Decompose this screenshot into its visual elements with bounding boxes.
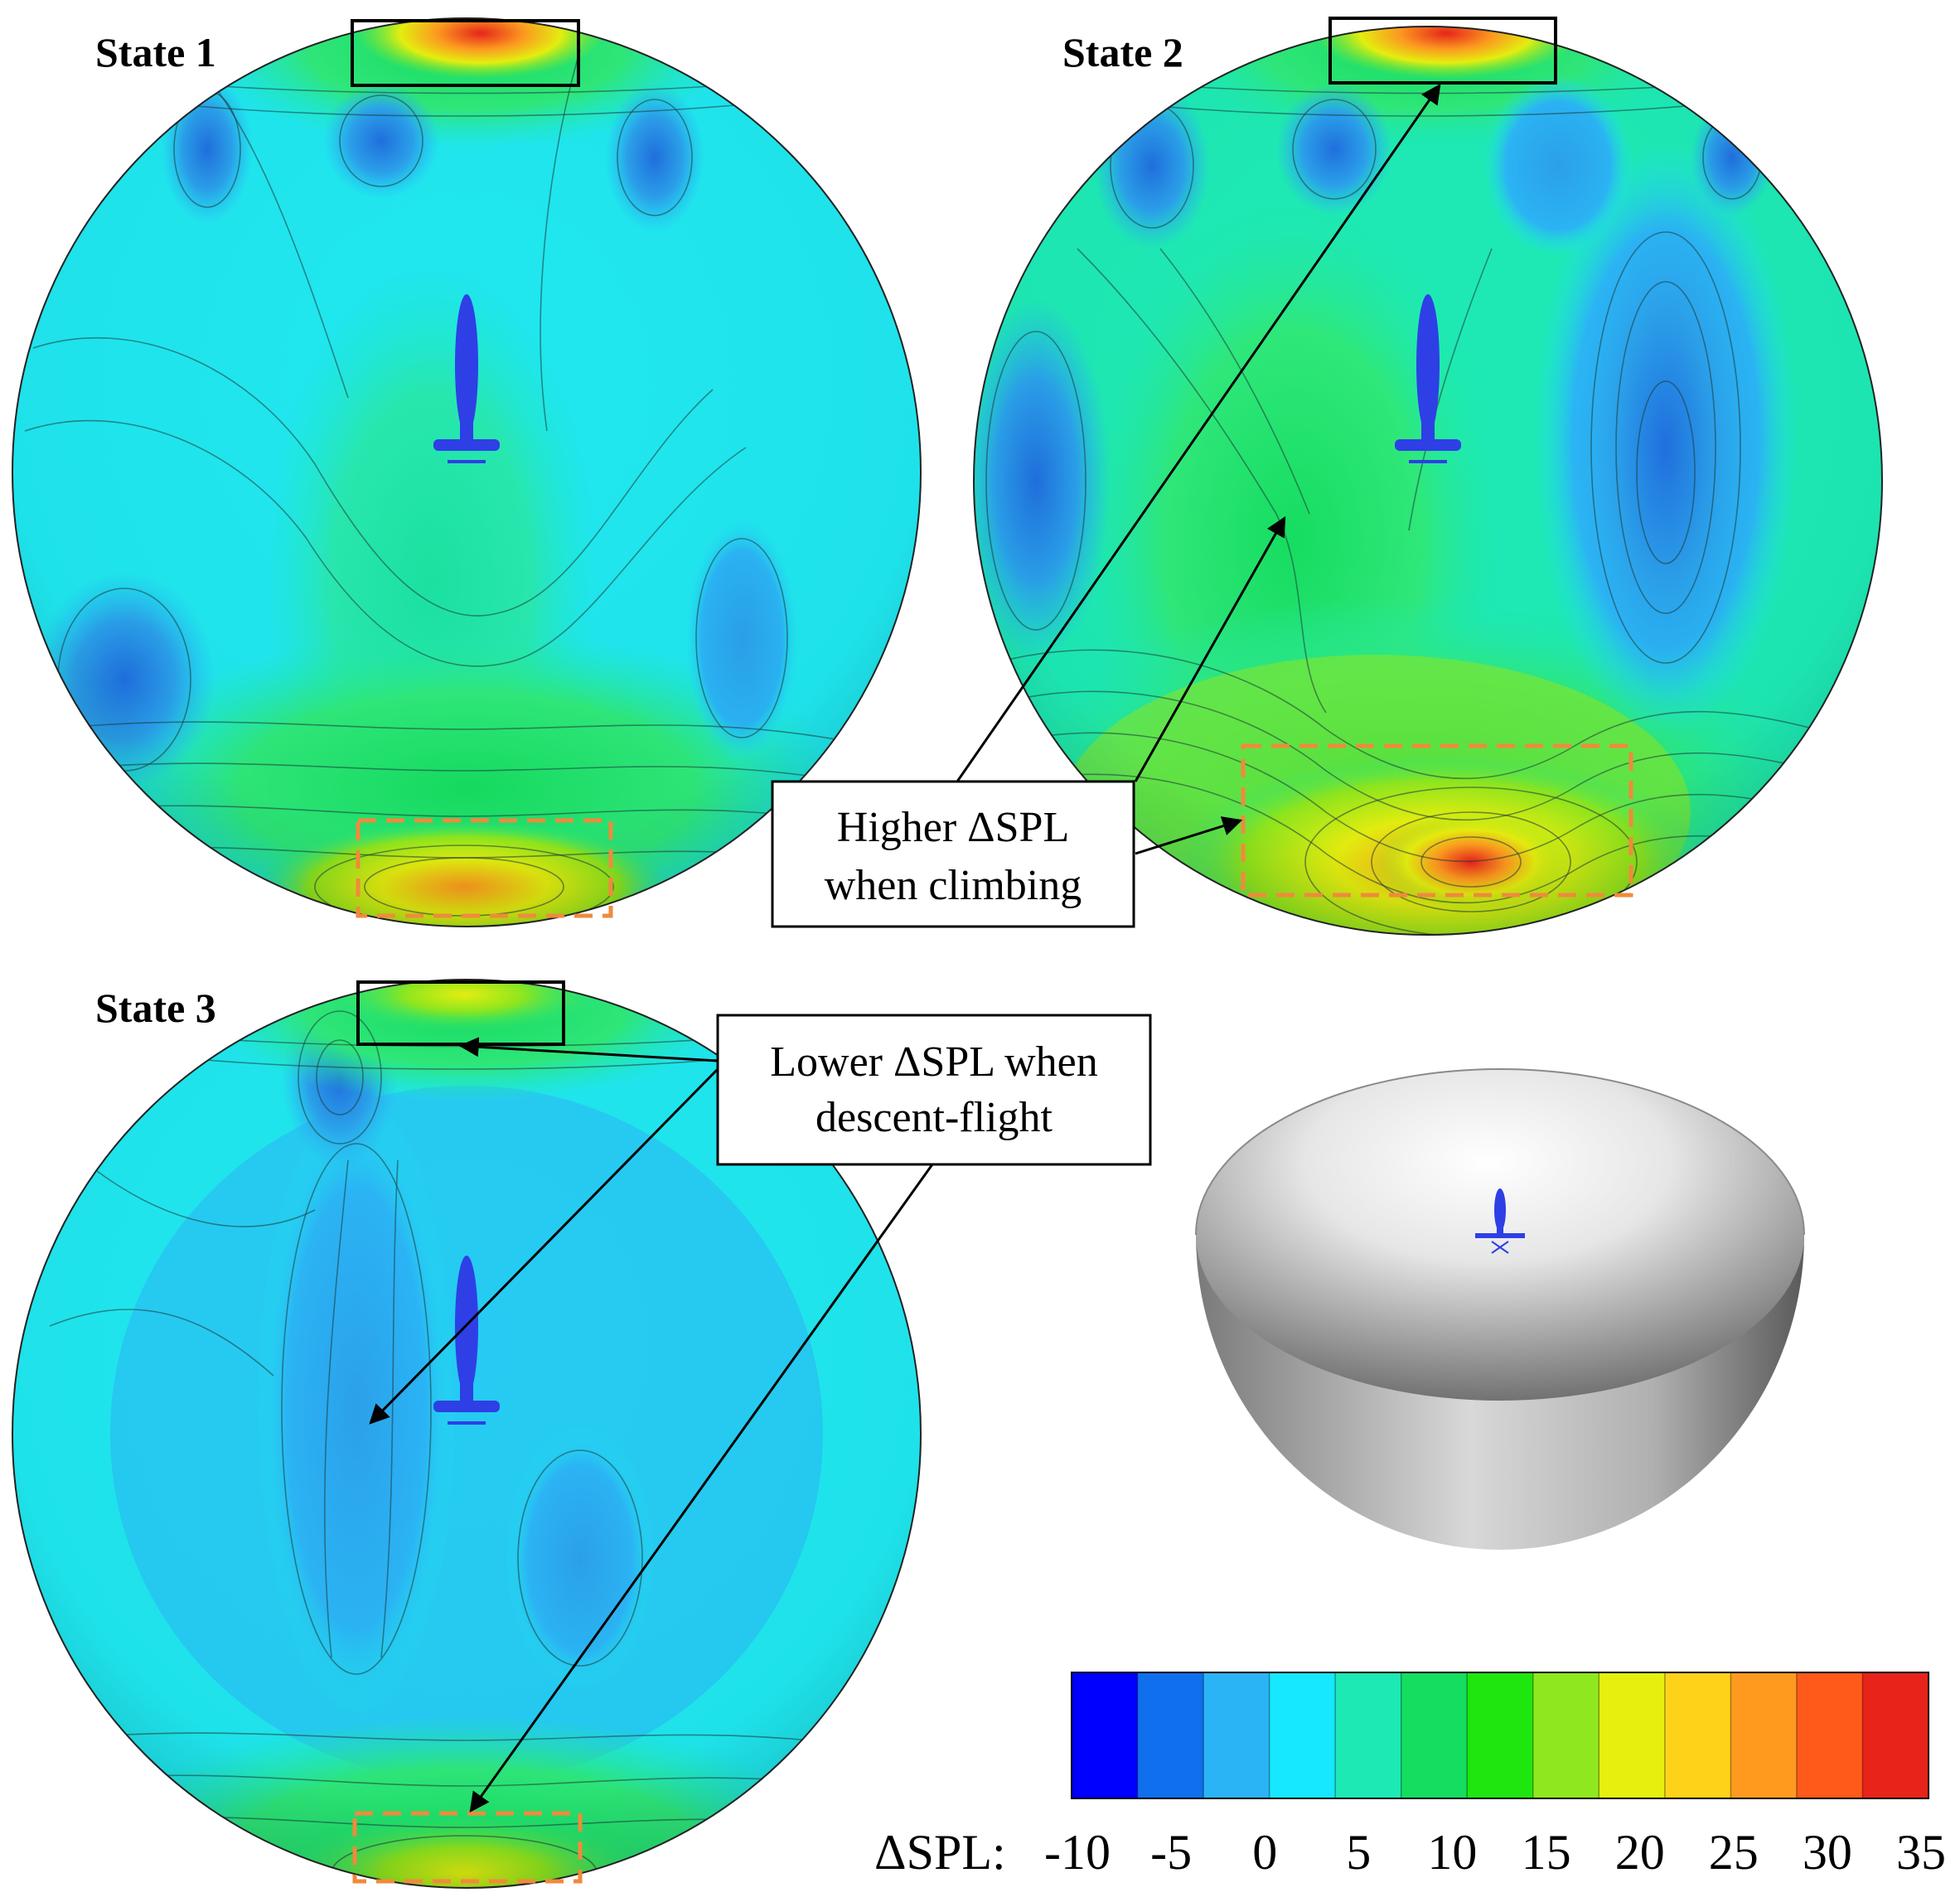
colorbar-tick-label: 20 bbox=[1615, 1825, 1665, 1880]
colorbar-bands bbox=[1072, 1672, 1929, 1798]
state3-panel: State 3 bbox=[12, 979, 922, 1889]
descent-note-line1: Lower ΔSPL when bbox=[770, 1038, 1097, 1086]
colorbar-band bbox=[1335, 1672, 1402, 1798]
state3-bottom-highlight-box bbox=[352, 1811, 583, 1884]
climbing-note-box bbox=[771, 780, 1135, 928]
state2-bottom-highlight-box bbox=[1241, 743, 1633, 898]
climbing-arrow-top-box bbox=[956, 84, 1441, 782]
climbing-arrow-bottom-box bbox=[1135, 816, 1243, 855]
state1-label: State 1 bbox=[95, 29, 216, 75]
descent-arrow-blue-region bbox=[369, 1067, 719, 1425]
descent-arrow-bottom-box bbox=[469, 1164, 934, 1812]
state1-top-highlight-box bbox=[351, 19, 580, 87]
state2-label: State 2 bbox=[1062, 29, 1183, 75]
colorbar: ΔSPL: -10 -5 0 5 10 15 20 25 30 35 bbox=[874, 1672, 1946, 1880]
colorbar-band bbox=[1072, 1672, 1139, 1798]
colorbar-tick-label: 0 bbox=[1252, 1825, 1277, 1880]
colorbar-label: ΔSPL: bbox=[874, 1825, 1006, 1880]
state2-contour-map bbox=[974, 27, 1882, 935]
hemisphere-schematic bbox=[1195, 1068, 1805, 1550]
climbing-arrow-upper-green bbox=[1134, 515, 1286, 782]
colorbar-tick-label: 5 bbox=[1346, 1825, 1371, 1880]
state3-contour-map bbox=[12, 980, 921, 1888]
colorbar-tick-label: -5 bbox=[1150, 1825, 1192, 1880]
colorbar-band bbox=[1599, 1672, 1666, 1798]
colorbar-band bbox=[1664, 1672, 1731, 1798]
colorbar-band bbox=[1796, 1672, 1864, 1798]
colorbar-band bbox=[1730, 1672, 1798, 1798]
colorbar-tick-label: 25 bbox=[1709, 1825, 1759, 1880]
state2-panel: State 2 bbox=[973, 17, 1883, 936]
colorbar-band bbox=[1137, 1672, 1204, 1798]
state2-top-highlight-box bbox=[1328, 17, 1557, 85]
colorbar-tick-label: 10 bbox=[1427, 1825, 1477, 1880]
colorbar-band bbox=[1532, 1672, 1599, 1798]
descent-arrow-top-box bbox=[458, 1037, 719, 1062]
state1-contour-map bbox=[12, 18, 921, 927]
state1-aircraft-icon bbox=[433, 294, 500, 463]
colorbar-band bbox=[1269, 1672, 1336, 1798]
climbing-note-line1: Higher ΔSPL bbox=[837, 804, 1069, 851]
state2-aircraft-icon bbox=[1395, 294, 1461, 463]
descent-note-box bbox=[716, 1014, 1152, 1166]
hemisphere-aircraft-icon bbox=[1475, 1188, 1525, 1254]
colorbar-tick-label: 35 bbox=[1896, 1825, 1946, 1880]
state1-bottom-highlight-box bbox=[356, 818, 613, 918]
colorbar-ticks: -10 -5 0 5 10 15 20 25 30 35 bbox=[1044, 1825, 1946, 1880]
climbing-note-line2: when climbing bbox=[825, 862, 1082, 909]
state1-panel: State 1 bbox=[12, 17, 922, 927]
climbing-annotation: Higher ΔSPL when climbing bbox=[771, 84, 1441, 928]
colorbar-band bbox=[1401, 1672, 1468, 1798]
colorbar-band bbox=[1467, 1672, 1534, 1798]
colorbar-tick-label: 30 bbox=[1803, 1825, 1852, 1880]
colorbar-band bbox=[1862, 1672, 1929, 1798]
descent-annotation: Lower ΔSPL when descent-flight bbox=[369, 1014, 1152, 1812]
colorbar-band bbox=[1203, 1672, 1270, 1798]
colorbar-tick-label: -10 bbox=[1044, 1825, 1111, 1880]
colorbar-frame bbox=[1071, 1672, 1929, 1799]
descent-note-line2: descent-flight bbox=[815, 1094, 1053, 1141]
state3-label: State 3 bbox=[95, 985, 216, 1031]
colorbar-tick-label: 15 bbox=[1522, 1825, 1571, 1880]
